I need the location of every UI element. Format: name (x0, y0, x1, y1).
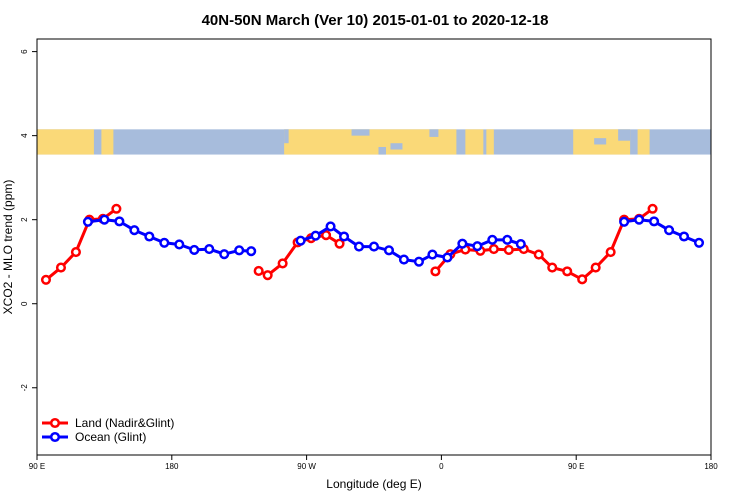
data-point (219, 249, 230, 260)
data-point (295, 235, 306, 246)
data-point (114, 216, 125, 227)
data-point (547, 262, 558, 273)
data-point (129, 225, 140, 236)
data-point (649, 216, 660, 227)
series-layer (40, 203, 705, 285)
data-point (70, 246, 81, 258)
data-point (487, 234, 498, 245)
data-point (99, 214, 110, 225)
x-tick-label: 180 (165, 462, 179, 471)
y-tick-label: 6 (20, 49, 29, 54)
data-point (533, 249, 544, 260)
data-point (503, 244, 514, 255)
legend-label: Land (Nadir&Glint) (75, 416, 174, 430)
data-point (430, 266, 441, 277)
data-point (204, 244, 215, 255)
x-tick-label: 90 E (568, 462, 584, 471)
data-point (353, 241, 365, 252)
data-point (472, 241, 483, 252)
data-point (189, 244, 200, 255)
legend-swatch-marker (49, 431, 61, 443)
data-point (634, 214, 645, 225)
x-axis: 90 E 180 90 W 0 90 E 180 (29, 455, 718, 471)
chart-title: 40N-50N March (Ver 10) 2015-01-01 to 202… (202, 12, 549, 29)
data-point (246, 246, 257, 257)
data-point (55, 262, 67, 273)
map-ocean (594, 138, 607, 145)
data-point (234, 245, 245, 256)
map-ocean (429, 129, 439, 137)
data-point (502, 234, 513, 245)
plot-frame (36, 38, 712, 456)
data-point (488, 244, 499, 255)
data-point (398, 254, 410, 265)
map-ocean (618, 129, 631, 141)
data-point (427, 249, 438, 260)
map-land (37, 129, 94, 155)
data-point (647, 203, 658, 214)
legend-swatch-marker (49, 417, 61, 429)
y-tick-label: 4 (20, 133, 29, 138)
data-point (338, 231, 350, 242)
data-point (253, 265, 264, 277)
map-land (101, 129, 114, 155)
data-point (442, 252, 453, 263)
data-point (82, 216, 93, 227)
series-ocean (82, 214, 705, 267)
data-point (159, 237, 170, 248)
y-tick-label: 0 (20, 301, 29, 306)
data-point (383, 245, 395, 256)
data-point (144, 231, 155, 242)
data-point (277, 258, 288, 269)
data-point (368, 241, 380, 252)
map-band (37, 129, 711, 155)
x-tick-label: 0 (439, 462, 444, 471)
map-ocean (378, 146, 386, 155)
map-ocean (284, 129, 289, 144)
data-point (577, 274, 588, 285)
legend-label: Ocean (Glint) (75, 430, 146, 444)
data-point (562, 266, 573, 277)
map-land (284, 129, 457, 155)
map-land (486, 129, 494, 155)
data-point (605, 246, 616, 258)
data-point (664, 225, 675, 236)
data-point (111, 203, 122, 214)
data-point (40, 274, 52, 285)
x-tick-label: 90 E (29, 462, 45, 471)
y-tick-label: -2 (20, 384, 29, 392)
data-point (325, 221, 336, 232)
map-ocean (351, 129, 370, 136)
data-point (334, 238, 345, 249)
data-point (515, 239, 526, 250)
data-point (590, 262, 601, 273)
series-line (434, 207, 654, 281)
x-tick-label: 90 W (297, 462, 316, 471)
data-point (413, 256, 424, 267)
y-tick-label: 2 (20, 217, 29, 222)
x-tick-label: 180 (704, 462, 718, 471)
series-line (300, 224, 522, 264)
x-axis-label: Longitude (deg E) (326, 477, 421, 491)
map-ocean (390, 143, 403, 150)
y-axis-label: XCO2 - MLO trend (ppm) (1, 180, 15, 315)
data-point (619, 216, 630, 227)
y-axis: -2 0 2 4 6 (20, 49, 37, 391)
series-land (40, 203, 658, 285)
data-point (174, 239, 185, 250)
data-point (678, 231, 690, 242)
legend: Land (Nadir&Glint)Ocean (Glint) (42, 416, 174, 444)
map-land (465, 129, 484, 155)
data-point (310, 230, 321, 241)
data-point (693, 237, 705, 248)
data-point (262, 270, 273, 281)
map-land (637, 129, 650, 155)
series-line (87, 218, 252, 256)
data-point (321, 230, 332, 241)
data-point (457, 238, 468, 249)
